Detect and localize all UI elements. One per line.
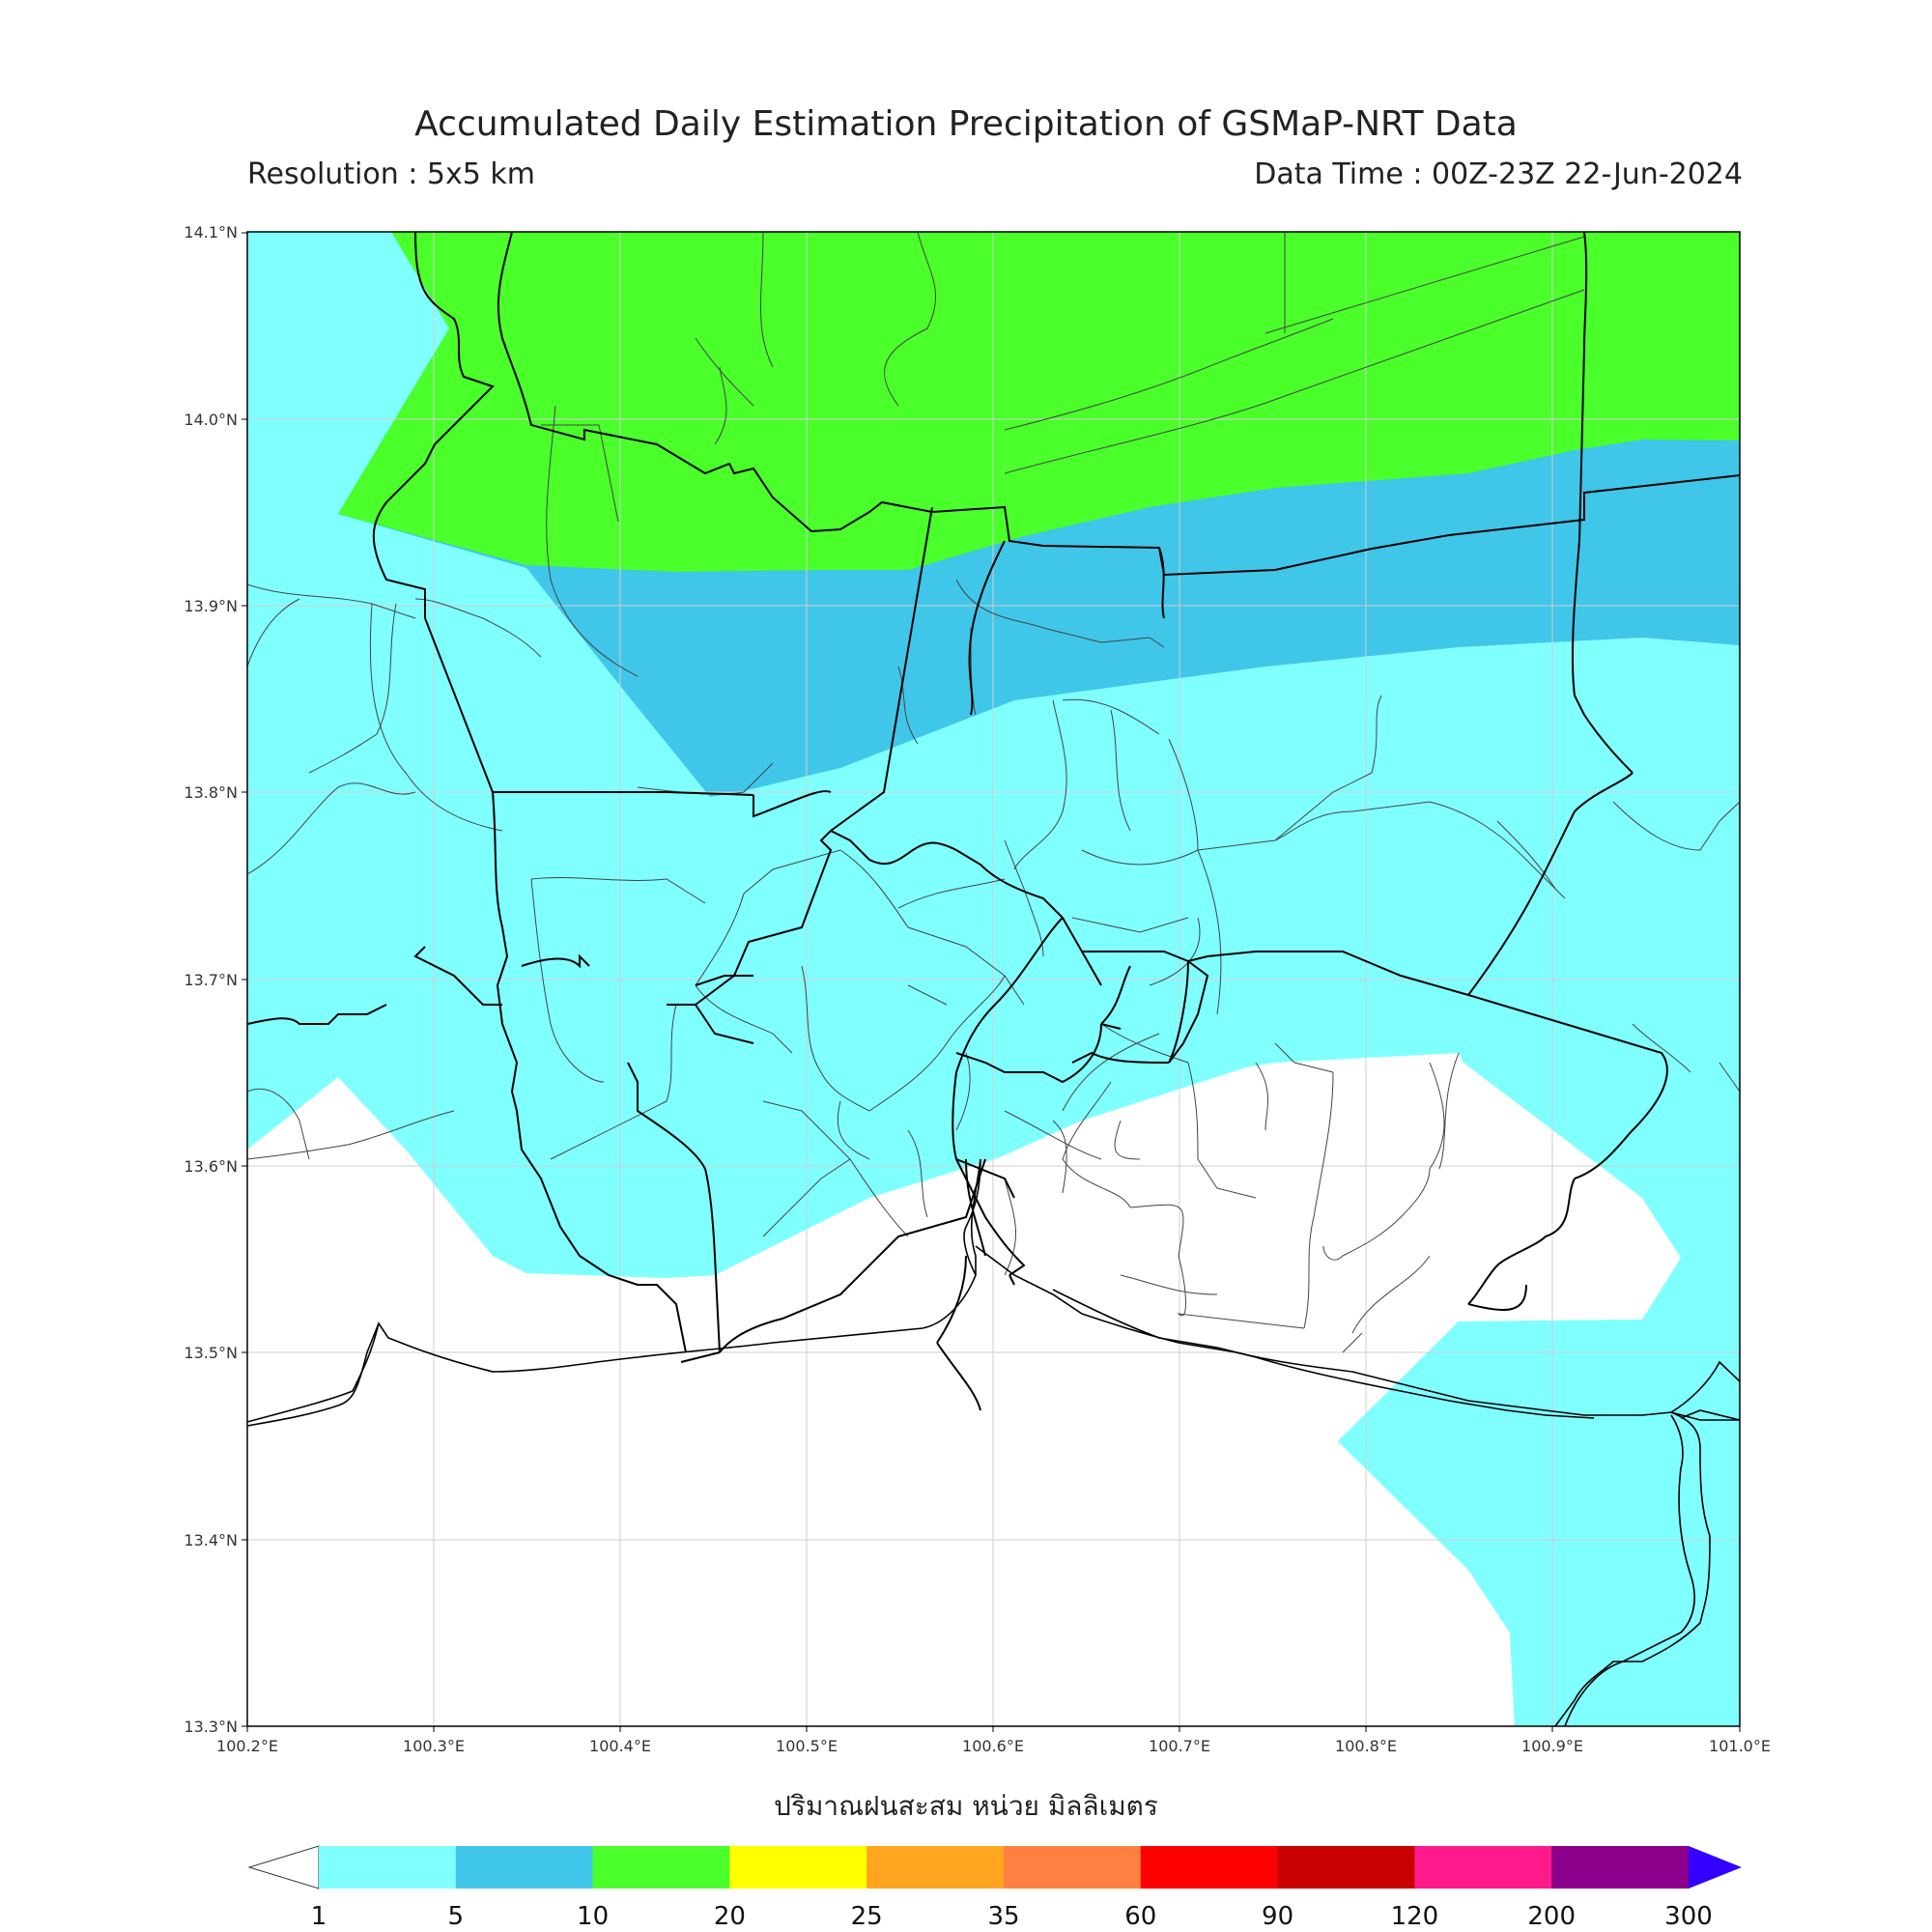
colorbar-segment	[1414, 1846, 1552, 1889]
lat-tick-label: 13.9°N	[184, 597, 238, 615]
lat-tick-label: 13.3°N	[184, 1718, 238, 1736]
lat-tick-label: 13.8°N	[184, 783, 238, 802]
lat-tick-label: 13.7°N	[184, 971, 238, 989]
colorbar-segment	[1277, 1846, 1415, 1889]
colorbar-segment	[319, 1846, 457, 1889]
colorbar: 1 5 10 20 25 35 60 90 120 200 300	[247, 1845, 1742, 1931]
colorbar-tick-label: 1	[311, 1902, 327, 1931]
rain-zone-1-5mm-bay	[1338, 1320, 1740, 1726]
lon-axis: 100.2°E 100.3°E 100.4°E 100.5°E 100.6°E …	[216, 1726, 1771, 1755]
lon-tick-label: 101.0°E	[1709, 1737, 1771, 1755]
colorbar-tick-label: 20	[714, 1902, 746, 1931]
colorbar-segment	[455, 1846, 594, 1889]
colorbar-tick-label: 25	[851, 1902, 883, 1931]
colorbar-tick-label: 90	[1262, 1902, 1293, 1931]
colorbar-segment	[867, 1846, 1005, 1889]
colorbar-tick-label: 10	[577, 1902, 609, 1931]
province-boundaries	[247, 232, 1740, 1411]
lon-tick-label: 100.2°E	[216, 1737, 278, 1755]
colorbar-tick-label: 200	[1527, 1902, 1576, 1931]
colorbar-title: ปริมาณฝนสะสม หน่วย มิลลิเมตร	[774, 1790, 1158, 1822]
lat-tick-label: 14.1°N	[184, 223, 238, 242]
lon-tick-label: 100.9°E	[1521, 1737, 1583, 1755]
lon-tick-label: 100.3°E	[403, 1737, 465, 1755]
lat-tick-label: 13.5°N	[184, 1344, 238, 1362]
colorbar-tick-label: 35	[987, 1902, 1019, 1931]
lat-tick-label: 14.0°N	[184, 411, 238, 429]
lon-tick-label: 100.6°E	[962, 1737, 1024, 1755]
rain-zone-10-20mm	[338, 232, 1740, 572]
lon-tick-label: 100.5°E	[776, 1737, 838, 1755]
lat-axis: 14.1°N 14.0°N 13.9°N 13.8°N 13.7°N 13.6°…	[184, 223, 247, 1736]
lat-tick-label: 13.4°N	[184, 1531, 238, 1549]
colorbar-segment	[729, 1846, 867, 1889]
colorbar-tick-label: 120	[1391, 1902, 1439, 1931]
data-time-label: Data Time : 00Z-23Z 22-Jun-2024	[1254, 157, 1743, 191]
lon-tick-label: 100.8°E	[1335, 1737, 1397, 1755]
colorbar-tick-label: 300	[1664, 1902, 1713, 1931]
colorbar-tick-label: 5	[448, 1902, 465, 1931]
coastline	[247, 1158, 1740, 1726]
lon-tick-label: 100.4°E	[589, 1737, 651, 1755]
colorbar-under-triangle	[247, 1845, 320, 1889]
lon-tick-label: 100.7°E	[1149, 1737, 1210, 1755]
colorbar-segment	[1140, 1846, 1279, 1889]
map-title: Accumulated Daily Estimation Precipitati…	[414, 104, 1518, 144]
resolution-label: Resolution : 5x5 km	[247, 157, 535, 191]
colorbar-segment	[1551, 1846, 1690, 1889]
colorbar-segment	[1004, 1846, 1142, 1889]
colorbar-tick-label: 60	[1124, 1902, 1156, 1931]
graticule	[247, 232, 1740, 1726]
colorbar-segment	[592, 1846, 730, 1889]
lat-tick-label: 13.6°N	[184, 1157, 238, 1176]
colorbar-over-triangle	[1689, 1846, 1742, 1889]
precipitation-field	[247, 232, 1740, 1726]
